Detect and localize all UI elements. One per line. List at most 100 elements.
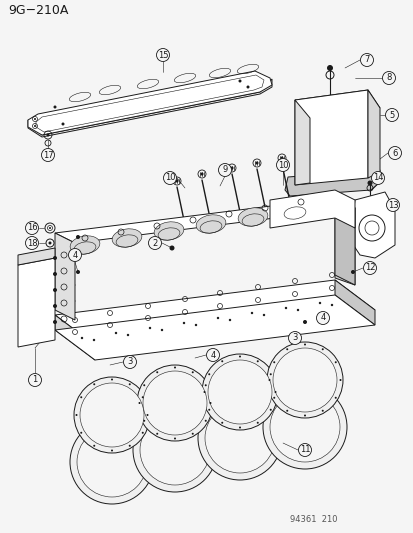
Circle shape [126, 334, 129, 336]
Circle shape [93, 445, 95, 447]
Circle shape [140, 415, 209, 485]
Text: 15: 15 [157, 51, 168, 60]
Circle shape [208, 373, 210, 375]
Circle shape [230, 166, 233, 169]
Circle shape [334, 361, 336, 364]
Text: 2: 2 [152, 238, 157, 247]
Circle shape [339, 379, 341, 381]
Circle shape [206, 349, 219, 361]
Circle shape [321, 348, 323, 350]
Circle shape [111, 378, 113, 381]
Circle shape [128, 445, 131, 447]
Circle shape [208, 409, 210, 411]
Circle shape [175, 180, 178, 182]
Circle shape [202, 354, 277, 430]
Circle shape [62, 123, 64, 125]
Text: 14: 14 [372, 174, 382, 182]
Text: 10: 10 [277, 160, 287, 169]
Circle shape [46, 133, 50, 136]
Circle shape [387, 147, 401, 159]
Text: 9G−210A: 9G−210A [8, 4, 68, 17]
Polygon shape [28, 71, 271, 135]
Text: 13: 13 [387, 200, 397, 209]
Circle shape [285, 410, 287, 412]
Ellipse shape [196, 215, 225, 233]
Circle shape [76, 235, 80, 239]
Circle shape [256, 360, 258, 362]
Circle shape [385, 109, 398, 122]
Circle shape [318, 302, 320, 304]
Circle shape [273, 397, 275, 399]
Polygon shape [55, 280, 374, 345]
Circle shape [330, 304, 332, 306]
Circle shape [360, 53, 373, 67]
Circle shape [191, 433, 193, 435]
Circle shape [34, 118, 36, 120]
Polygon shape [28, 79, 271, 137]
Polygon shape [367, 90, 379, 178]
Circle shape [262, 314, 265, 316]
Circle shape [221, 360, 223, 362]
Circle shape [273, 361, 275, 364]
Circle shape [370, 172, 384, 184]
Circle shape [28, 374, 41, 386]
Polygon shape [18, 248, 55, 265]
Circle shape [41, 149, 55, 161]
Circle shape [81, 337, 83, 339]
Circle shape [183, 322, 185, 324]
Circle shape [204, 384, 206, 386]
Polygon shape [55, 233, 75, 320]
Circle shape [173, 438, 176, 440]
Circle shape [191, 372, 193, 373]
Circle shape [74, 377, 150, 453]
Text: 10: 10 [164, 174, 175, 182]
Circle shape [203, 391, 205, 393]
Text: 94361  210: 94361 210 [289, 515, 337, 524]
Text: 12: 12 [364, 263, 374, 272]
Circle shape [156, 372, 158, 373]
Circle shape [280, 157, 283, 159]
Text: 17: 17 [43, 150, 53, 159]
Circle shape [68, 248, 81, 262]
Circle shape [321, 410, 323, 412]
Circle shape [367, 181, 372, 185]
Circle shape [80, 432, 82, 434]
Circle shape [93, 339, 95, 341]
Text: 5: 5 [389, 110, 394, 119]
Text: 7: 7 [363, 55, 369, 64]
Circle shape [256, 422, 258, 424]
Circle shape [238, 356, 240, 358]
Polygon shape [55, 315, 95, 360]
Circle shape [228, 319, 230, 321]
Circle shape [302, 320, 306, 324]
Circle shape [141, 396, 143, 398]
Circle shape [221, 422, 223, 424]
Circle shape [209, 402, 211, 404]
Circle shape [111, 449, 113, 451]
Circle shape [53, 320, 57, 324]
Circle shape [70, 420, 154, 504]
Circle shape [143, 384, 145, 386]
Circle shape [246, 85, 249, 88]
Ellipse shape [70, 236, 100, 254]
Circle shape [269, 409, 271, 411]
Circle shape [133, 408, 216, 492]
Circle shape [148, 327, 151, 329]
Ellipse shape [237, 208, 267, 226]
Circle shape [80, 396, 82, 398]
Polygon shape [294, 100, 309, 185]
Circle shape [216, 317, 218, 319]
Circle shape [123, 356, 136, 368]
Circle shape [250, 312, 253, 314]
Ellipse shape [112, 229, 142, 247]
Circle shape [334, 397, 336, 399]
Circle shape [160, 329, 163, 331]
Polygon shape [334, 198, 354, 285]
Circle shape [350, 270, 354, 274]
Polygon shape [284, 170, 379, 196]
Text: 4: 4 [72, 251, 78, 260]
Circle shape [173, 367, 176, 368]
Circle shape [296, 309, 299, 311]
Circle shape [138, 402, 140, 404]
Polygon shape [334, 198, 354, 285]
